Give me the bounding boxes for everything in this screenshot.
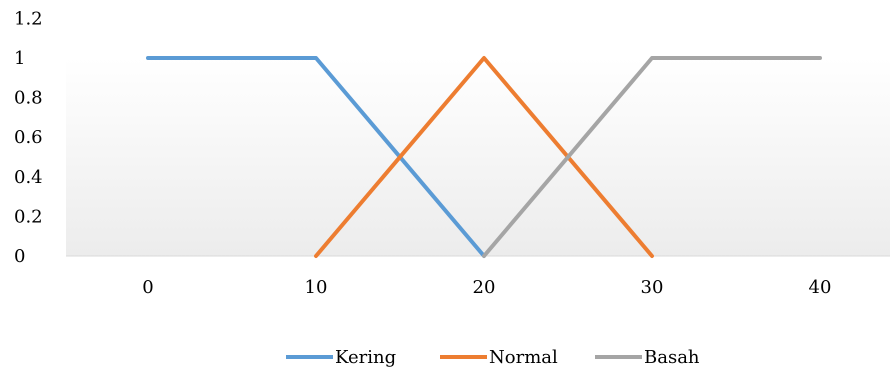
x-tick-label: 30 xyxy=(641,277,664,298)
series-line-normal xyxy=(314,56,654,258)
y-tick-label: 0.2 xyxy=(14,206,43,227)
series-line-kering xyxy=(146,56,486,258)
legend-label-basah: Basah xyxy=(644,347,700,368)
x-tick-label: 10 xyxy=(305,277,328,298)
y-tick-labels: 0 0.2 0.4 0.6 0.8 1 1.2 xyxy=(14,8,43,267)
legend-label-normal: Normal xyxy=(489,347,558,368)
series-lines xyxy=(146,56,822,258)
series-line-basah xyxy=(482,56,822,258)
legend-label-kering: Kering xyxy=(335,347,396,368)
x-tick-label: 40 xyxy=(809,277,832,298)
y-tick-label: 0.8 xyxy=(14,88,43,109)
y-tick-label: 1 xyxy=(14,48,25,69)
y-tick-label: 0.6 xyxy=(14,127,43,148)
legend: Kering Normal Basah xyxy=(286,347,700,368)
y-tick-label: 0 xyxy=(14,246,25,267)
x-tick-label: 20 xyxy=(473,277,496,298)
x-tick-label: 0 xyxy=(142,277,153,298)
plot-area xyxy=(66,58,890,256)
y-tick-label: 1.2 xyxy=(14,8,43,29)
y-tick-label: 0.4 xyxy=(14,167,43,188)
x-tick-labels: 0 10 20 30 40 xyxy=(142,277,831,298)
